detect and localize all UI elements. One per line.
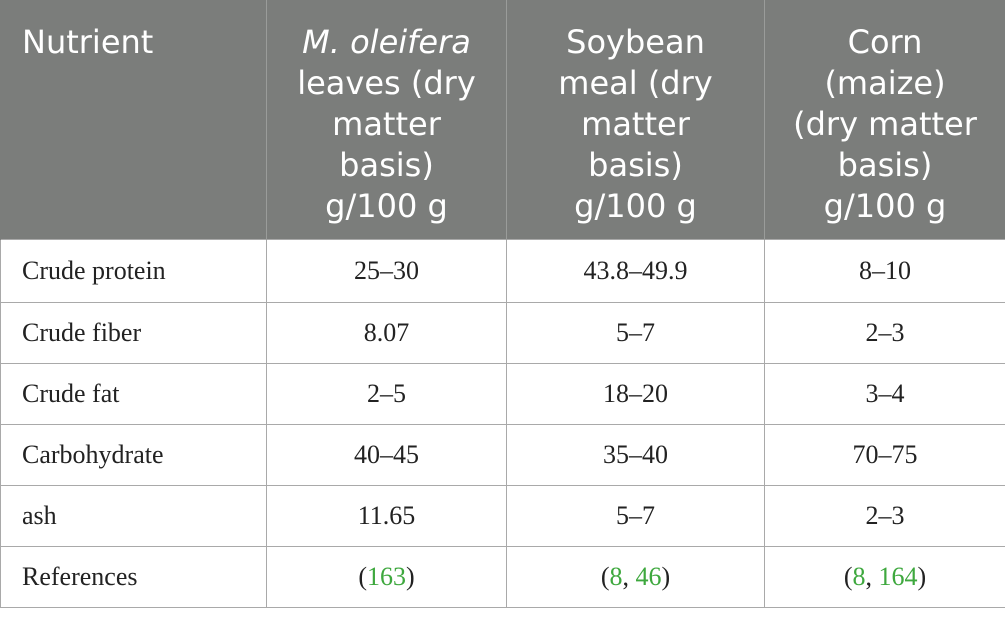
references-row: References (163) (8, 46) (8, 164) xyxy=(0,546,1005,608)
cell-moringa-value: 11.65 xyxy=(266,485,507,547)
table-row: ash 11.65 5–7 2–3 xyxy=(0,485,1005,547)
cell-moringa-value: 25–30 xyxy=(266,239,507,303)
header-corn-line: g/100 g xyxy=(823,187,947,225)
references-corn: (8, 164) xyxy=(764,546,1005,608)
ref-separator: , xyxy=(865,562,879,591)
header-corn-line: Corn xyxy=(847,23,923,61)
header-nutrient-label: Nutrient xyxy=(22,23,154,61)
header-corn-line: (maize) xyxy=(824,64,946,102)
nutrient-comparison-table: Nutrient M. oleifera leaves (dry matter … xyxy=(0,0,1005,608)
cell-corn-value: 3–4 xyxy=(764,363,1005,425)
ref-open-paren: ( xyxy=(843,562,853,591)
header-moringa: M. oleifera leaves (dry matter basis) g/… xyxy=(266,0,507,240)
cell-corn-value: 2–3 xyxy=(764,302,1005,364)
table-row: Crude fiber 8.07 5–7 2–3 xyxy=(0,302,1005,364)
ref-open-paren: ( xyxy=(358,562,367,591)
header-soybean-line: basis) xyxy=(588,146,683,184)
header-moringa-line: leaves (dry xyxy=(297,64,476,102)
header-moringa-line: matter xyxy=(332,105,441,143)
header-corn-line: (dry matter xyxy=(793,105,977,143)
reference-link-8[interactable]: 8 xyxy=(609,562,623,591)
cell-nutrient: Carbohydrate xyxy=(0,424,267,486)
cell-nutrient: Crude protein xyxy=(0,239,267,303)
ref-close-paren: ) xyxy=(406,562,415,591)
cell-moringa-value: 8.07 xyxy=(266,302,507,364)
nutrient-table-container: Nutrient M. oleifera leaves (dry matter … xyxy=(0,0,1005,608)
reference-link-163[interactable]: 163 xyxy=(367,562,406,591)
references-label: References xyxy=(0,546,267,608)
cell-corn-value: 70–75 xyxy=(764,424,1005,486)
ref-close-paren: ) xyxy=(661,562,671,591)
references-moringa: (163) xyxy=(266,546,507,608)
cell-nutrient: ash xyxy=(0,485,267,547)
ref-open-paren: ( xyxy=(600,562,610,591)
header-moringa-line: g/100 g xyxy=(325,187,448,225)
reference-link-164[interactable]: 164 xyxy=(878,562,918,591)
cell-moringa-value: 2–5 xyxy=(266,363,507,425)
cell-soybean-value: 35–40 xyxy=(506,424,765,486)
header-moringa-species: M. oleifera xyxy=(302,23,471,61)
cell-soybean-value: 43.8–49.9 xyxy=(506,239,765,303)
header-soybean-line: meal (dry xyxy=(558,64,713,102)
header-soybean: Soybean meal (dry matter basis) g/100 g xyxy=(506,0,765,240)
header-soybean-line: Soybean xyxy=(566,23,705,61)
header-soybean-line: matter xyxy=(581,105,690,143)
header-nutrient: Nutrient xyxy=(0,0,267,240)
ref-close-paren: ) xyxy=(917,562,927,591)
cell-soybean-value: 5–7 xyxy=(506,485,765,547)
cell-soybean-value: 5–7 xyxy=(506,302,765,364)
header-moringa-line: basis) xyxy=(339,146,434,184)
reference-link-46[interactable]: 46 xyxy=(635,562,662,591)
header-corn: Corn (maize) (dry matter basis) g/100 g xyxy=(764,0,1005,240)
header-soybean-line: g/100 g xyxy=(574,187,697,225)
ref-separator: , xyxy=(622,562,636,591)
table-row: Carbohydrate 40–45 35–40 70–75 xyxy=(0,424,1005,486)
cell-corn-value: 8–10 xyxy=(764,239,1005,303)
cell-soybean-value: 18–20 xyxy=(506,363,765,425)
cell-corn-value: 2–3 xyxy=(764,485,1005,547)
cell-nutrient: Crude fiber xyxy=(0,302,267,364)
cell-moringa-value: 40–45 xyxy=(266,424,507,486)
reference-link-8[interactable]: 8 xyxy=(852,562,866,591)
table-row: Crude fat 2–5 18–20 3–4 xyxy=(0,363,1005,425)
references-soybean: (8, 46) xyxy=(506,546,765,608)
cell-nutrient: Crude fat xyxy=(0,363,267,425)
header-corn-line: basis) xyxy=(837,146,933,184)
table-row: Crude protein 25–30 43.8–49.9 8–10 xyxy=(0,239,1005,303)
table-header-row: Nutrient M. oleifera leaves (dry matter … xyxy=(0,0,1005,240)
